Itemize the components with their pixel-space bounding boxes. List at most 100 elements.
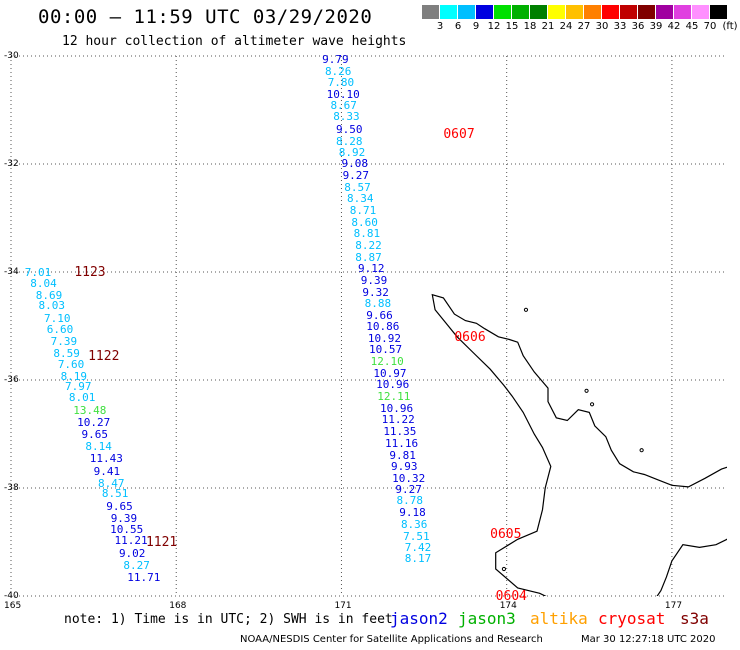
wave-height-value: 9.32: [362, 285, 389, 299]
pass-time-label: 0604: [495, 589, 527, 604]
footer-credit: NOAA/NESDIS Center for Satellite Applica…: [240, 634, 543, 645]
wave-height-value: 9.39: [110, 511, 138, 525]
wave-height-value: 8.88: [364, 296, 392, 310]
color-scale-swatch: [458, 5, 476, 19]
wave-height-value: 7.39: [50, 335, 78, 349]
wave-height-value: 10.10: [326, 87, 360, 101]
wave-height-value: 7.10: [44, 311, 71, 325]
wave-height-value: 9.79: [322, 52, 349, 66]
wave-height-value: 9.65: [106, 499, 133, 513]
wave-height-value: 11.43: [89, 452, 123, 466]
longitude-label: 165: [4, 601, 22, 611]
wave-height-value: 9.81: [389, 448, 416, 462]
footer-timestamp: Mar 30 12:27:18 UTC 2020: [581, 634, 716, 645]
wave-height-value: 7.60: [57, 357, 85, 371]
wave-height-value: 7.97: [64, 380, 92, 394]
wave-height-value: 9.02: [118, 546, 146, 560]
color-scale-label: 12: [487, 21, 501, 32]
island-marker: [501, 566, 507, 572]
wave-height-color-scale: [422, 5, 728, 19]
legend-s3a: s3a: [680, 609, 709, 628]
wave-height-value: 8.33: [333, 110, 360, 124]
pass-time-label: 1121: [145, 535, 178, 550]
wave-height-value: 13.48: [73, 403, 107, 417]
wave-height-value: 8.81: [353, 227, 381, 241]
color-scale-swatch: [512, 5, 530, 19]
color-scale-swatch: [476, 5, 494, 19]
wave-height-value: 8.17: [404, 552, 432, 566]
wave-height-value: 9.41: [93, 464, 121, 478]
wave-height-value: 9.12: [357, 262, 385, 276]
wave-height-value: 10.86: [366, 320, 400, 333]
longitude-label: 177: [664, 601, 683, 611]
pass-time-label: 0605: [490, 526, 522, 542]
color-scale-swatch: [620, 5, 638, 19]
color-scale-label: 27: [577, 21, 591, 32]
wave-height-value: 10.96: [380, 402, 414, 416]
color-scale-swatch: [494, 5, 512, 19]
wave-height-value: 8.51: [101, 487, 129, 501]
wave-height-value: 8.47: [98, 476, 125, 490]
wave-height-value: 8.92: [338, 146, 366, 160]
color-scale-swatch: [440, 5, 458, 19]
color-scale-label: 30: [595, 21, 609, 32]
wave-height-value: 7.80: [327, 75, 355, 89]
wave-height-value: 11.22: [381, 413, 415, 427]
pass-time-label: 0607: [443, 127, 475, 143]
island-marker: [589, 402, 595, 407]
legend-jason3: jason3: [458, 609, 516, 628]
color-scale-swatch: [566, 5, 584, 19]
legend-altika: altika: [530, 609, 588, 628]
longitude-label: 168: [169, 601, 187, 611]
wave-height-value: 8.69: [35, 288, 63, 302]
wave-height-value: 8.14: [85, 439, 112, 453]
wave-height-value: 9.39: [360, 274, 388, 288]
island-marker: [639, 448, 644, 453]
wave-height-value: 11.16: [384, 437, 419, 451]
wave-height-value: 8.59: [53, 347, 80, 360]
color-scale-labels: 3 6 9 12 15 18 21 24 27 30 33 36 39 42 45 70 (ft): [422, 21, 740, 35]
color-scale-label: 39: [649, 21, 663, 32]
wave-height-value: 11.35: [383, 425, 417, 439]
wave-height-value: 9.08: [341, 156, 368, 170]
wave-height-value: 8.28: [335, 134, 363, 148]
wave-height-value: 10.27: [77, 416, 111, 430]
wave-height-value: 7.01: [24, 266, 52, 279]
legend-jason2: jason2: [390, 609, 448, 628]
color-scale-label: 18: [523, 21, 537, 32]
pass-time-label: 1122: [88, 348, 120, 364]
wave-height-value: 10.97: [373, 366, 407, 380]
color-scale-label: 45: [685, 21, 699, 32]
page-title: 00:00 – 11:59 UTC 03/29/2020: [38, 6, 373, 28]
wave-height-value: 8.26: [324, 64, 352, 78]
color-scale-label: 70: [703, 21, 717, 32]
wave-height-value: 8.34: [346, 192, 374, 206]
latitude-label: -30: [4, 51, 19, 61]
color-scale-swatch: [602, 5, 620, 19]
wave-height-value: 9.66: [366, 309, 393, 323]
wave-height-value: 8.71: [349, 203, 377, 217]
wave-height-value: 9.27: [395, 483, 422, 497]
color-scale-label: 15: [505, 21, 519, 32]
wave-height-value: 10.55: [110, 522, 144, 536]
wave-height-value: 10.57: [369, 343, 403, 357]
wave-height-value: 11.71: [127, 571, 161, 585]
wave-height-value: 9.18: [399, 506, 426, 520]
wave-height-value: 8.87: [355, 250, 382, 264]
latitude-label: -34: [4, 267, 19, 277]
wave-height-value: 8.57: [344, 180, 371, 194]
island-marker: [584, 388, 589, 393]
longitude-label: 171: [334, 601, 352, 611]
wave-height-value: 6.60: [46, 322, 74, 336]
legend-cryosat: cryosat: [598, 609, 666, 628]
wave-height-value: 9.93: [391, 460, 418, 474]
color-scale-label: 42: [667, 21, 681, 32]
wave-height-value: 8.36: [400, 518, 428, 532]
color-scale-swatch: [656, 5, 674, 19]
wave-height-value: 8.04: [30, 276, 57, 290]
latitude-label: -40: [4, 591, 19, 601]
wave-height-value: 8.03: [38, 299, 66, 313]
color-scale-label: 9: [472, 21, 480, 32]
